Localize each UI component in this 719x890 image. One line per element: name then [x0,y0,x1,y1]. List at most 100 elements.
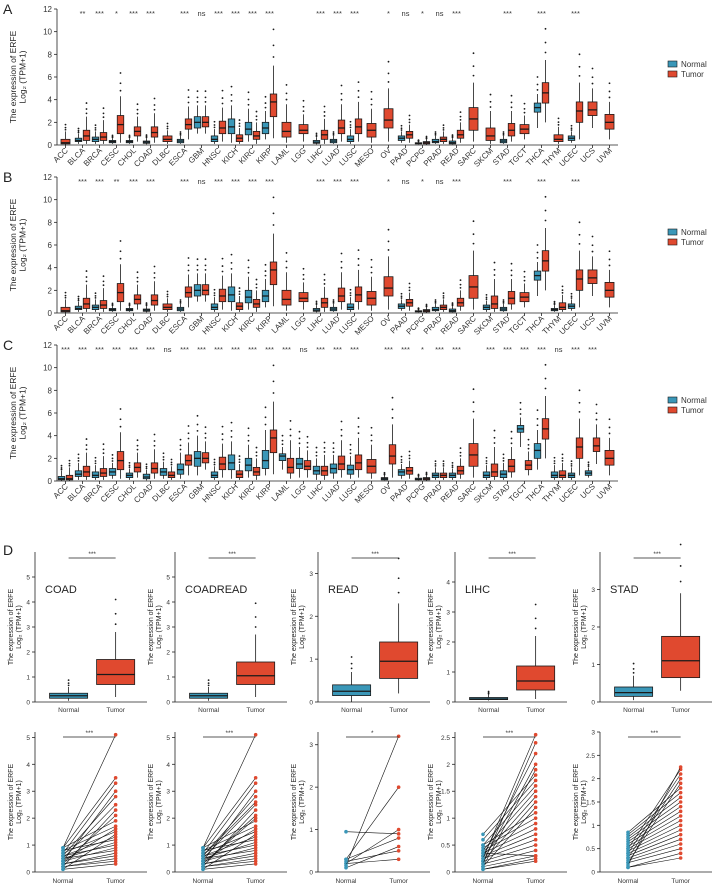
box-y-tick-label: 2 [26,650,30,657]
normal-box-READ-outlier [350,667,353,670]
tumor-box-LGG-outlier [306,446,309,449]
pair-tumor-point [678,800,683,804]
tumor-box-PCPG-outlier [425,471,428,474]
significance-label: *** [180,345,189,354]
normal-box-PAAD-outlier [400,127,403,130]
tumor-box-UVM-outlier [608,258,611,261]
pair-tumor-point [678,856,683,860]
normal-box-STAD-outlier [502,302,505,304]
tumor-box-LIHC-outlier [323,115,326,117]
normal-box-HNSC-outlier [213,458,216,461]
normal-box-KICH-outlier [230,253,233,256]
tumor-box-UCS-outlier [591,76,594,79]
significance-label: *** [503,9,512,18]
box-x-label-tumor: Tumor [389,707,408,714]
normal-box-UCEC-outlier [570,460,573,463]
category-PCPG: PCPG * [405,345,431,504]
pair-line [345,829,399,864]
tumor-box-LUAD-outlier [340,92,343,95]
significance-label: *** [571,345,580,354]
pair-line [202,734,256,848]
tumor-box-UVM-outlier [608,426,611,429]
normal-box-UCS-outlier [587,461,590,464]
pair-tumor-point [533,740,538,745]
box-y-tick-label: 5 [26,575,30,582]
pair-tumor-point [533,794,538,799]
tumor-box-LUAD-outlier [340,428,343,431]
normal-box-CESC-outlier [111,302,114,305]
subplot-COAD: The expression of ERFE Log₂ (TPM+1)012345… [8,551,147,885]
pair-y-tick-label: 0 [591,870,595,877]
pair-tumor-point [678,818,683,823]
normal-box-CHOL-outlier [128,464,131,467]
tumor-box-LGG-outlier [302,105,305,108]
pair-tumor-point [678,809,683,814]
tumor-box-LAML-box [286,457,295,474]
tumor-box-READ-outlier [459,454,462,457]
pair-tumor-point [113,794,118,799]
normal-box-UCEC-outlier [570,465,573,467]
pair-line [627,834,681,856]
tumor-box-THYM-outlier [561,453,564,456]
normal-box-BRCA-outlier [94,127,97,129]
pair-line [62,834,116,870]
tumor-box-BLCA-outlier [85,108,88,110]
pair-tumor-point [396,832,401,836]
category-UVM: UVM [595,82,615,165]
x-tick-label-LGG: LGG [290,314,308,332]
significance-label: *** [265,177,274,186]
normal-box-LIHC-outlier [315,134,318,136]
tumor-box-CESC-outlier [119,89,122,92]
tumor-box-OV-outlier [387,249,390,251]
box-y-tick-label: 2 [166,650,170,657]
tumor-box-COAD-outlier [153,272,156,274]
tumor-box-LUAD-outlier [340,252,343,255]
pair-tumor-point [113,824,118,829]
category-OV: OV* [378,9,394,161]
normal-box-SKCM-outlier [485,456,488,459]
tumor-box-STAD-outlier [510,437,513,440]
tumor-box-KIRP-outlier [272,44,275,47]
tumor-box-ACC-outlier [64,294,67,297]
tumor-box-KICH-outlier [238,122,241,125]
subplot-LIHC-pair-ylabel-line1: The expression of ERFE [428,764,435,841]
x-tick-label-ESCA: ESCA [167,314,189,336]
tumor-box-SKCM-outlier [493,274,496,276]
x-tick-label-ESCA: ESCA [167,146,189,168]
pair-line [62,777,116,848]
significance-label: *** [78,345,87,354]
pair-tumor-point [253,854,258,858]
normal-box-LIHC-outlier [315,454,318,457]
pair-normal-point [481,851,485,855]
pair-line [62,791,116,862]
tumor-box-OV-outlier [387,228,390,231]
pair-tumor-point [113,808,118,812]
normal-box-LUSC-outlier [349,443,352,446]
significance-label: *** [333,9,342,18]
normal-box-BLCA-outlier [77,127,80,130]
normal-box-LUAD-outlier [332,302,335,304]
normal-box-LUSC-outlier [349,294,352,297]
pair-tumor-point [253,808,258,812]
tumor-box-CESC-outlier [119,240,122,242]
subplot-READ-box-ylabel-line1: The expression of ERFE [291,589,298,666]
category-THCA: THCA*** [524,177,550,336]
category-LUSC: LUSC*** [337,9,363,168]
pair-tumor-point [533,767,538,772]
pair-line [345,837,399,860]
tumor-box-SARC-outlier [472,65,475,68]
tumor-box-HNSC-outlier [221,438,224,441]
pair-line [482,817,536,849]
tumor-box-BLCA-outlier [85,112,88,115]
tumor-box-SARC-outlier [472,388,475,391]
tumor-box-LIHC-outlier [534,603,537,606]
tumor-box-THYM-outlier [561,289,564,292]
significance-label: ** [114,177,120,186]
pair-line [202,852,256,865]
category-TGCT: TGCT *** [507,345,533,504]
significance-label: *** [180,9,189,18]
tumor-box-READ-outlier [397,577,400,580]
legend-tumor-label: Tumor [681,406,704,415]
normal-box-STAD-outlier [502,131,505,133]
normal-box-LIHC-outlier [315,451,318,454]
